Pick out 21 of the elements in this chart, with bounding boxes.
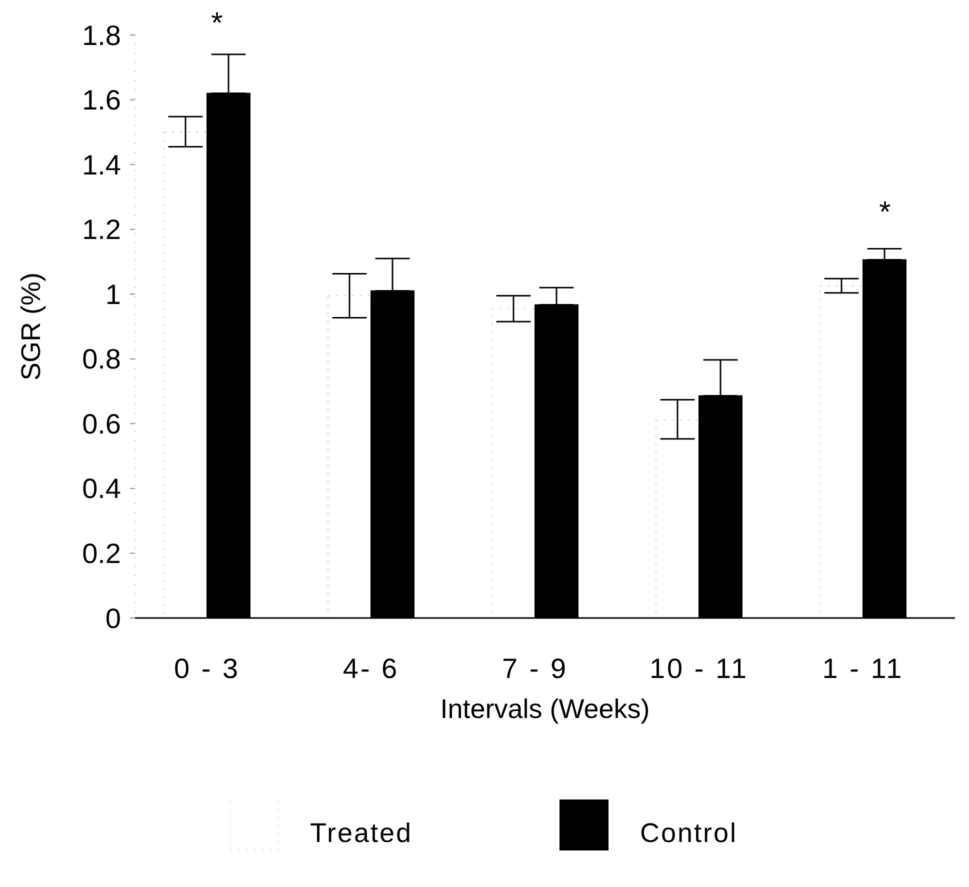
- y-axis-title: SGR (%): [16, 272, 46, 380]
- y-tick-label: 0.2: [82, 538, 121, 570]
- legend-label: Treated: [310, 818, 413, 848]
- y-tick-label: 0.4: [82, 473, 121, 504]
- legend-label: Control: [640, 818, 738, 848]
- x-axis-title: Intervals (Weeks): [440, 694, 650, 724]
- y-tick-label: 1.6: [82, 84, 121, 116]
- x-tick-label: 1 - 11: [822, 653, 904, 684]
- annotation: *: [879, 196, 892, 229]
- y-tick-label: 0: [105, 602, 121, 634]
- y-tick-label: 0.8: [82, 344, 121, 375]
- x-tick-label: 4- 6: [342, 653, 400, 684]
- y-tick-label: 0.6: [82, 408, 121, 440]
- x-tick-label: 10 - 11: [649, 653, 749, 684]
- y-tick-label: 1.2: [82, 214, 121, 246]
- x-tick-label: 0 - 3: [174, 653, 240, 684]
- y-tick-label: 1.8: [82, 20, 121, 51]
- annotation: *: [211, 7, 224, 40]
- y-tick-label: 1: [105, 278, 121, 310]
- x-tick-label: 7 - 9: [502, 653, 568, 684]
- y-tick-label: 1.4: [82, 149, 121, 180]
